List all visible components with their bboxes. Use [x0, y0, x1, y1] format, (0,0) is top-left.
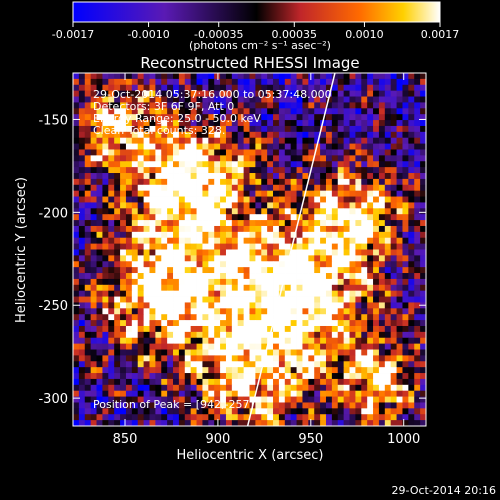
axis-ticks: 850 900 950 1000 -150 -200 -250 -300 [38, 73, 426, 447]
chart-title: Reconstructed RHESSI Image [140, 54, 359, 72]
annotation-peak: Position of Peak = [942,-257] [93, 398, 254, 411]
heatmap-image [73, 73, 426, 426]
annotation-method: Clean Total counts: 328. [93, 124, 225, 137]
colorbar-tick-label: -0.0010 [127, 28, 169, 41]
plot-frame [72, 72, 427, 427]
y-axis-label: Heliocentric Y (arcsec) [14, 177, 29, 323]
annotation-energy: Energy Range: 25.0 - 50.0 keV [93, 112, 261, 125]
x-axis-label: Heliocentric X (arcsec) [177, 448, 324, 463]
y-tick-label: -250 [38, 299, 68, 314]
annotation-time: 29-Oct-2014 05:37:16.000 to 05:37:48.000 [93, 88, 332, 101]
y-tick-label: -300 [38, 392, 68, 407]
colorbar-tick-label: -0.00035 [194, 28, 243, 41]
x-tick-label: 950 [298, 432, 323, 447]
colorbar [72, 1, 441, 23]
y-tick-label: -200 [38, 206, 68, 221]
colorbar-tick-label: 0.0010 [345, 28, 384, 41]
annotation-detectors: Detectors: 3F 6F 9F, Att 0 [93, 100, 234, 113]
footer-timestamp: 29-Oct-2014 20:16 [392, 484, 496, 497]
x-tick-label: 850 [113, 432, 138, 447]
colorbar-units: (photons cm⁻² s⁻¹ asec⁻²) [189, 39, 331, 52]
solar-limb-line [246, 73, 336, 426]
colorbar-tick-label: 0.00035 [272, 28, 318, 41]
colorbar-tick-label: 0.0017 [421, 28, 460, 41]
x-tick-label: 1000 [387, 432, 420, 447]
colorbar-ticks: -0.0017 -0.0010 -0.00035 0.00035 0.0010 0.001… [52, 22, 459, 41]
colorbar-tick-label: -0.0017 [52, 28, 94, 41]
y-tick-label: -150 [38, 113, 68, 128]
x-tick-label: 900 [206, 432, 231, 447]
